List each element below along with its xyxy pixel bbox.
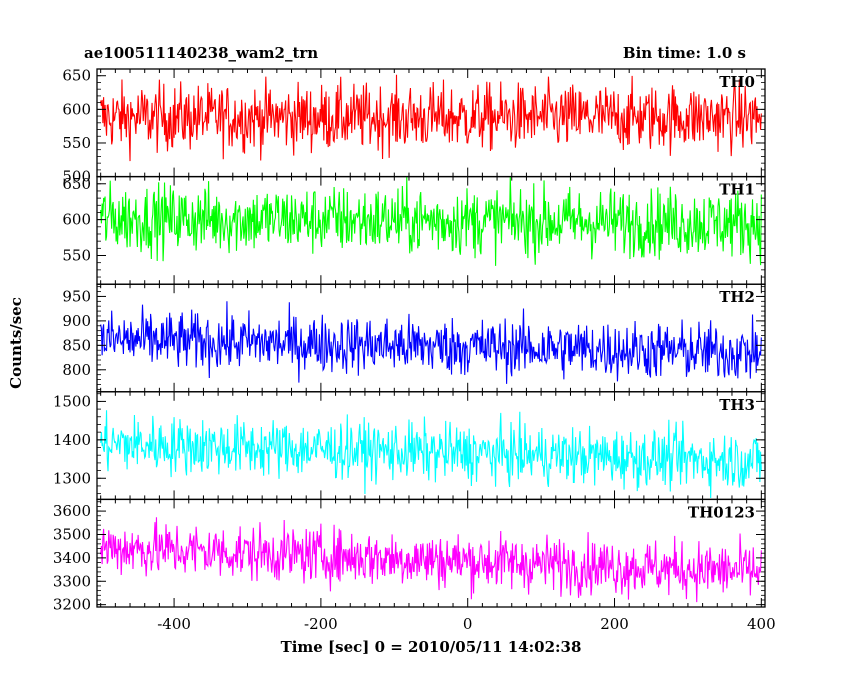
y-tick-label: 600 <box>62 100 91 118</box>
y-tick-label: 550 <box>62 247 91 265</box>
y-tick-label: 650 <box>62 67 91 85</box>
panel-label-th0: TH0 <box>719 73 755 91</box>
y-tick-label: 550 <box>62 134 91 152</box>
x-tick-label: 0 <box>463 615 473 633</box>
series-line-th1 <box>100 176 762 266</box>
panel-label-th2: TH2 <box>719 288 755 306</box>
y-tick-label: 3600 <box>53 502 91 520</box>
y-tick-label: 3400 <box>53 549 91 567</box>
series-line-th0 <box>100 74 762 162</box>
y-tick-label: 850 <box>62 336 91 354</box>
y-axis-label: Counts/sec <box>7 297 25 389</box>
y-tick-label: 650 <box>62 175 91 193</box>
y-tick-label: 3200 <box>53 596 91 614</box>
panel-label-th1: TH1 <box>719 181 755 199</box>
y-tick-label: 1400 <box>53 431 91 449</box>
y-tick-label: 900 <box>62 312 91 330</box>
plot-title: ae100511140238_wam2_trn <box>84 44 319 62</box>
x-tick-label: -200 <box>304 615 338 633</box>
panel-label-th3: TH3 <box>719 396 755 414</box>
y-tick-label: 3300 <box>53 572 91 590</box>
y-tick-label: 600 <box>62 211 91 229</box>
bin-time-label: Bin time: 1.0 s <box>622 44 746 62</box>
y-tick-label: 1300 <box>53 469 91 487</box>
series-line-th2 <box>100 301 762 384</box>
series-line-th3 <box>100 410 762 499</box>
panel-label-th0123: TH0123 <box>688 503 755 521</box>
x-tick-label: 400 <box>747 615 776 633</box>
y-tick-label: 800 <box>62 361 91 379</box>
y-tick-label: 500 <box>62 168 91 186</box>
series-line-th0123 <box>100 517 762 603</box>
y-tick-label: 3500 <box>53 525 91 543</box>
x-tick-label: -400 <box>157 615 191 633</box>
y-tick-label: 1500 <box>53 392 91 410</box>
y-tick-label: 950 <box>62 287 91 305</box>
x-axis-label: Time [sec] 0 = 2010/05/11 14:02:38 <box>280 638 582 656</box>
x-tick-label: 200 <box>600 615 629 633</box>
